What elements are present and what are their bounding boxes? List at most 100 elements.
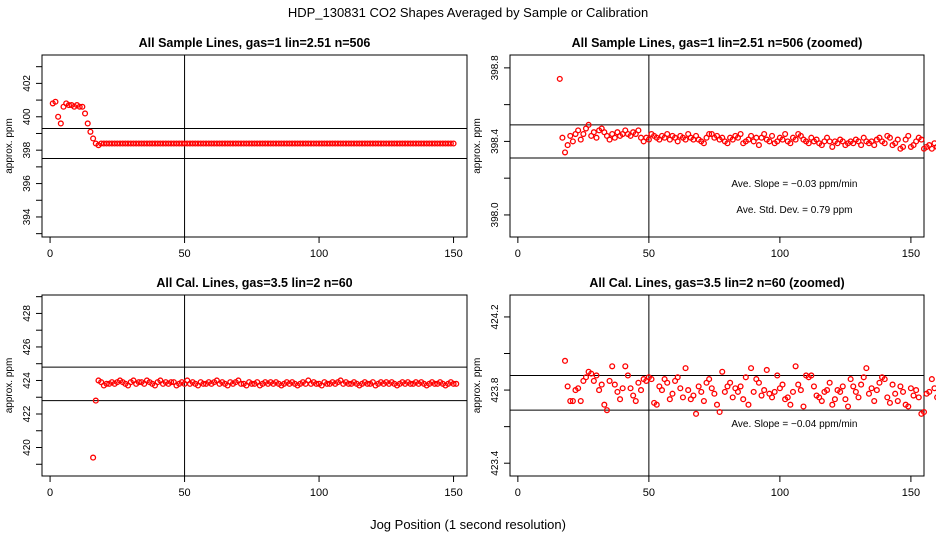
data-point: [619, 385, 626, 392]
data-point: [92, 397, 99, 404]
data-point: [716, 408, 723, 416]
data-point: [920, 408, 928, 416]
data-point: [682, 365, 689, 372]
data-point: [789, 388, 797, 395]
data-point: [863, 365, 870, 372]
data-point: [750, 388, 757, 395]
data-point: [748, 365, 755, 372]
data-point: [606, 136, 613, 143]
data-point: [886, 399, 893, 406]
chart-annotation: Ave. Std. Dev. = 0.79 ppm: [736, 205, 852, 216]
y-tick-label: 423.8: [490, 377, 501, 402]
data-point: [918, 136, 925, 143]
data-point: [894, 136, 901, 143]
y-tick-label: 398.4: [490, 128, 501, 153]
data-point: [585, 121, 592, 128]
y-tick-label: 422: [22, 405, 33, 422]
data-point: [76, 103, 83, 110]
x-tick-label: 100: [771, 248, 789, 260]
data-point: [782, 131, 789, 138]
data-point: [577, 397, 584, 405]
data-point: [761, 387, 768, 394]
y-tick-label: 426: [22, 338, 33, 355]
data-point: [852, 388, 859, 395]
y-axis-label: approx. ppm: [4, 358, 15, 414]
data-point: [766, 138, 773, 145]
data-point: [876, 379, 883, 386]
data-point: [658, 387, 666, 394]
data-point: [787, 401, 794, 408]
data-point: [913, 387, 920, 394]
data-point: [740, 396, 747, 403]
data-point: [745, 401, 752, 408]
data-point: [664, 131, 671, 138]
data-point: [582, 374, 590, 381]
y-tick-label: 428: [22, 305, 33, 322]
data-point: [556, 75, 563, 82]
data-point: [569, 138, 576, 145]
data-point: [700, 140, 707, 147]
y-tick-label: 394: [22, 208, 33, 225]
data-point: [897, 383, 904, 390]
data-point: [614, 388, 621, 395]
x-tick-label: 50: [178, 487, 190, 499]
data-point: [768, 394, 776, 401]
data-point: [881, 376, 888, 383]
data-point: [81, 110, 89, 117]
data-point: [135, 379, 142, 386]
data-point: [611, 134, 618, 141]
x-tick-label: 150: [902, 248, 920, 260]
data-point: [559, 134, 566, 141]
data-point: [910, 392, 917, 399]
chart-title: All Sample Lines, gas=1 lin=2.51 n=506 (…: [572, 36, 863, 50]
chart-annotation: Ave. Slope = −0.03 ppm/min: [731, 179, 857, 190]
data-point: [238, 380, 245, 387]
y-axis-label: approx. ppm: [472, 358, 483, 414]
data-point: [839, 383, 846, 390]
data-point: [871, 397, 878, 405]
data-point: [200, 380, 207, 387]
data-point: [758, 392, 765, 399]
data-point: [865, 390, 873, 397]
x-tick-label: 150: [444, 487, 462, 499]
y-tick-label: 424.2: [490, 304, 501, 329]
x-tick-label: 100: [310, 248, 328, 260]
data-point: [737, 383, 744, 390]
data-point: [768, 132, 776, 139]
data-point: [324, 380, 331, 387]
data-point: [674, 374, 681, 381]
data-point: [761, 131, 768, 138]
data-point: [564, 383, 571, 390]
chart-title: All Sample Lines, gas=1 lin=2.51 n=506: [139, 36, 371, 50]
data-point: [601, 401, 608, 408]
data-point: [567, 397, 574, 405]
data-point: [648, 376, 655, 383]
data-point: [808, 372, 815, 379]
data-point: [727, 379, 734, 386]
data-point: [774, 372, 781, 379]
data-point: [928, 376, 935, 383]
data-point: [787, 140, 794, 147]
data-point: [90, 454, 97, 461]
data-point: [850, 383, 857, 390]
data-point: [858, 381, 865, 388]
y-tick-label: 398.8: [490, 55, 501, 80]
data-point: [606, 377, 613, 384]
data-point: [719, 368, 726, 375]
y-tick-label: 398: [22, 141, 33, 158]
data-point: [729, 394, 736, 401]
data-point: [871, 142, 878, 149]
y-tick-label: 424: [22, 372, 33, 389]
data-point: [826, 138, 833, 145]
data-point: [90, 135, 97, 142]
data-point: [934, 394, 936, 401]
data-point: [65, 102, 72, 109]
data-point: [934, 144, 936, 150]
data-point: [755, 379, 762, 386]
x-tick-label: 100: [310, 487, 328, 499]
y-axis-label: approx. ppm: [472, 118, 483, 174]
data-point: [57, 120, 64, 127]
chart-title: All Cal. Lines, gas=3.5 lin=2 n=60 (zoom…: [589, 276, 844, 290]
data-point: [829, 143, 836, 150]
data-point: [84, 120, 91, 127]
